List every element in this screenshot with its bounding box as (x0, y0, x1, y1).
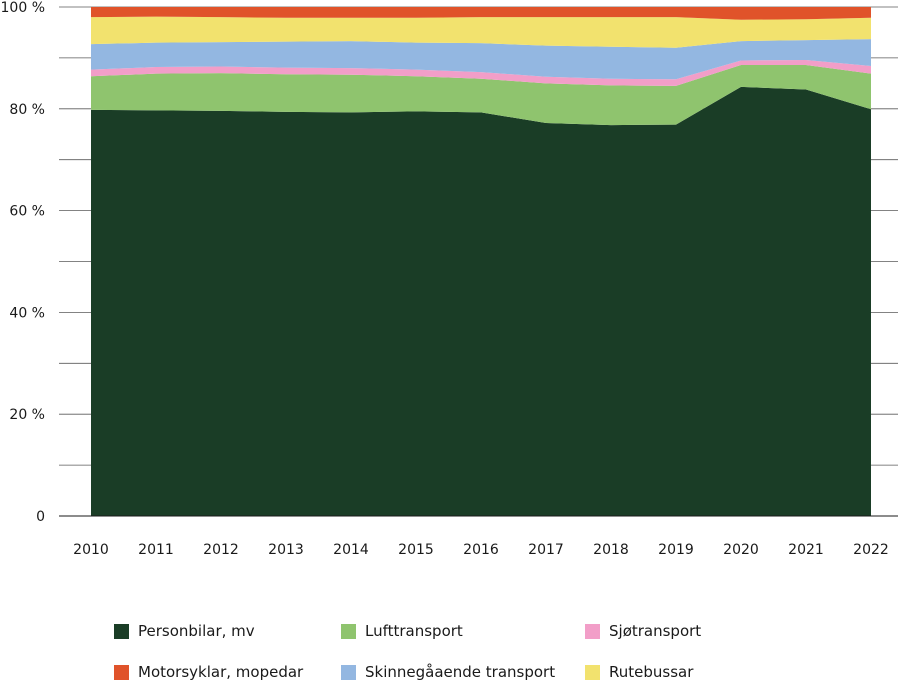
x-tick-label: 2014 (333, 542, 369, 558)
x-tick-label: 2012 (203, 542, 239, 558)
x-tick-label: 2016 (463, 542, 499, 558)
area-skinnegaaende-transport (91, 39, 871, 80)
y-tick-label: 80 % (9, 102, 45, 118)
y-tick-labels: 0 20 % 40 % 60 % 80 % 100 % (1, 0, 45, 525)
x-tick-labels: 2010 2011 2012 2013 2014 2015 2016 2017 2018 2019… (73, 542, 889, 558)
x-tick-label: 2017 (528, 542, 564, 558)
x-tick-label: 2013 (268, 542, 304, 558)
x-tick-label: 2022 (853, 542, 889, 558)
x-tick-label: 2019 (658, 542, 694, 558)
x-tick-label: 2020 (723, 542, 759, 558)
area-rutebussar (91, 16, 871, 48)
area-series (91, 7, 871, 516)
x-tick-label: 2010 (73, 542, 109, 558)
area-motorsyklar-mopedar (91, 7, 871, 20)
y-tick-label: 60 % (9, 204, 45, 220)
x-tick-label: 2015 (398, 542, 434, 558)
y-tick-label: 20 % (9, 407, 45, 423)
y-tick-label: 100 % (1, 0, 45, 16)
x-tick-label: 2018 (593, 542, 629, 558)
area-sjotransport (91, 59, 871, 86)
x-tick-label: 2011 (138, 542, 174, 558)
x-tick-label: 2021 (788, 542, 824, 558)
y-tick-label: 0 (36, 509, 45, 525)
area-personbilar-mv (91, 86, 871, 516)
y-tick-label: 40 % (9, 305, 45, 321)
area-lufttransport (91, 65, 871, 126)
